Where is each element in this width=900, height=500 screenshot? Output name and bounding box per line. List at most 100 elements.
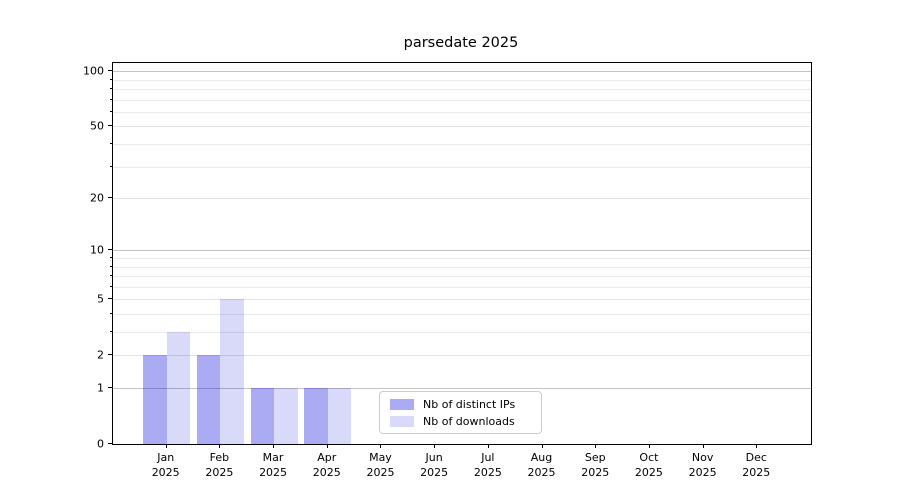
gridline-y-30 xyxy=(113,166,811,168)
legend-label-distinct-ips: Nb of distinct IPs xyxy=(423,397,516,411)
chart-title: parsedate 2025 xyxy=(403,35,519,51)
y-minor-tick-60 xyxy=(109,110,112,112)
gridline-y-100 xyxy=(113,71,811,73)
x-tick-year: 2025 xyxy=(688,465,717,479)
y-minor-tick-90 xyxy=(109,78,112,80)
gridline-y-80 xyxy=(113,89,811,91)
y-minor-tick-40 xyxy=(109,143,112,145)
y-tick-2 xyxy=(108,354,112,356)
bar-distinct-ips-feb xyxy=(196,355,221,444)
legend-label-downloads: Nb of downloads xyxy=(423,414,515,428)
y-minor-tick-6 xyxy=(109,285,112,287)
y-minor-tick-4 xyxy=(109,312,112,314)
y-minor-tick-30 xyxy=(109,165,112,167)
x-tick-year: 2025 xyxy=(205,465,234,479)
legend-swatch-downloads xyxy=(390,415,414,427)
legend-item-distinct-ips: Nb of distinct IPs xyxy=(390,398,541,411)
gridline-y-10 xyxy=(113,250,811,252)
gridline-y-50 xyxy=(113,126,811,128)
x-tick-label-feb: Feb 2025 xyxy=(191,451,247,480)
x-tick-label-may: May 2025 xyxy=(352,451,408,480)
x-tick-dec xyxy=(756,444,758,448)
x-tick-year: 2025 xyxy=(634,465,663,479)
bar-distinct-ips-jan xyxy=(143,355,167,444)
y-tick-100 xyxy=(108,70,112,72)
y-minor-tick-70 xyxy=(109,98,112,100)
bar-downloads-apr xyxy=(327,388,352,444)
bar-downloads-feb xyxy=(220,299,244,444)
legend: Nb of distinct IPs Nb of downloads xyxy=(379,391,542,434)
x-tick-label-nov: Nov 2025 xyxy=(675,451,731,480)
x-tick-year: 2025 xyxy=(420,465,449,479)
x-tick-year: 2025 xyxy=(312,465,341,479)
x-tick-label-jun: Jun 2025 xyxy=(406,451,462,480)
y-tick-label-50: 50 xyxy=(90,119,104,133)
x-tick-apr xyxy=(326,444,328,448)
x-tick-year: 2025 xyxy=(366,465,395,479)
y-tick-label-0: 0 xyxy=(97,437,104,450)
y-tick-label-100: 100 xyxy=(83,64,104,78)
y-tick-1 xyxy=(108,387,112,388)
gridline-y-20 xyxy=(113,198,811,200)
gridline-y-3 xyxy=(113,332,811,334)
gridline-y-6 xyxy=(113,286,811,288)
y-minor-tick-7 xyxy=(109,275,112,277)
y-tick-5 xyxy=(108,298,112,300)
x-tick-year: 2025 xyxy=(581,465,610,479)
x-tick-feb xyxy=(219,444,221,448)
gridline-y-9 xyxy=(113,258,811,259)
x-tick-jan xyxy=(165,444,167,448)
bar-distinct-ips-apr xyxy=(304,388,328,444)
y-tick-label-20: 20 xyxy=(90,191,104,205)
y-tick-label-2: 2 xyxy=(97,348,104,362)
x-tick-nov xyxy=(702,444,704,448)
gridline-y-1 xyxy=(113,388,811,389)
x-tick-label-jul: Jul 2025 xyxy=(460,451,516,480)
x-tick-year: 2025 xyxy=(151,465,180,479)
x-tick-label-apr: Apr 2025 xyxy=(299,451,355,480)
y-minor-tick-3 xyxy=(109,331,112,333)
y-minor-tick-8 xyxy=(109,265,112,267)
x-tick-aug xyxy=(541,444,543,448)
y-tick-label-1: 1 xyxy=(97,381,104,394)
bar-distinct-ips-mar xyxy=(250,388,275,444)
y-tick-50 xyxy=(108,125,112,127)
x-tick-label-sep: Sep 2025 xyxy=(567,451,623,480)
y-tick-label-10: 10 xyxy=(90,243,104,257)
gridline-y-60 xyxy=(113,111,811,113)
bar-downloads-jan xyxy=(166,332,191,444)
gridline-y-90 xyxy=(113,79,811,81)
legend-item-downloads: Nb of downloads xyxy=(390,415,541,428)
x-tick-sep xyxy=(595,444,597,448)
x-tick-year: 2025 xyxy=(259,465,288,479)
bar-downloads-mar xyxy=(274,388,298,444)
gridline-y-7 xyxy=(113,276,811,278)
x-tick-mar xyxy=(273,444,275,448)
gridline-y-8 xyxy=(113,266,811,268)
x-tick-jun xyxy=(434,444,436,448)
x-tick-label-jan: Jan 2025 xyxy=(138,451,194,480)
gridline-y-4 xyxy=(113,313,811,315)
legend-swatch-distinct-ips xyxy=(390,398,414,410)
x-tick-label-mar: Mar 2025 xyxy=(245,451,301,480)
x-tick-year: 2025 xyxy=(473,465,502,479)
x-tick-year: 2025 xyxy=(742,465,771,479)
y-tick-0 xyxy=(108,443,112,444)
plot-area: Nb of distinct IPs Nb of downloads xyxy=(112,62,812,445)
gridline-y-2 xyxy=(113,355,811,357)
y-tick-10 xyxy=(108,249,112,251)
y-minor-tick-9 xyxy=(109,257,112,258)
gridline-y-70 xyxy=(113,99,811,101)
y-tick-20 xyxy=(108,197,112,199)
y-tick-label-5: 5 xyxy=(97,292,104,306)
x-tick-label-dec: Dec 2025 xyxy=(728,451,784,480)
x-tick-year: 2025 xyxy=(527,465,556,479)
x-tick-jul xyxy=(487,444,489,448)
y-minor-tick-80 xyxy=(109,88,112,90)
gridline-y-40 xyxy=(113,144,811,146)
x-tick-label-aug: Aug 2025 xyxy=(514,451,570,480)
gridline-y-5 xyxy=(113,299,811,301)
x-tick-oct xyxy=(648,444,650,448)
x-tick-may xyxy=(380,444,382,448)
